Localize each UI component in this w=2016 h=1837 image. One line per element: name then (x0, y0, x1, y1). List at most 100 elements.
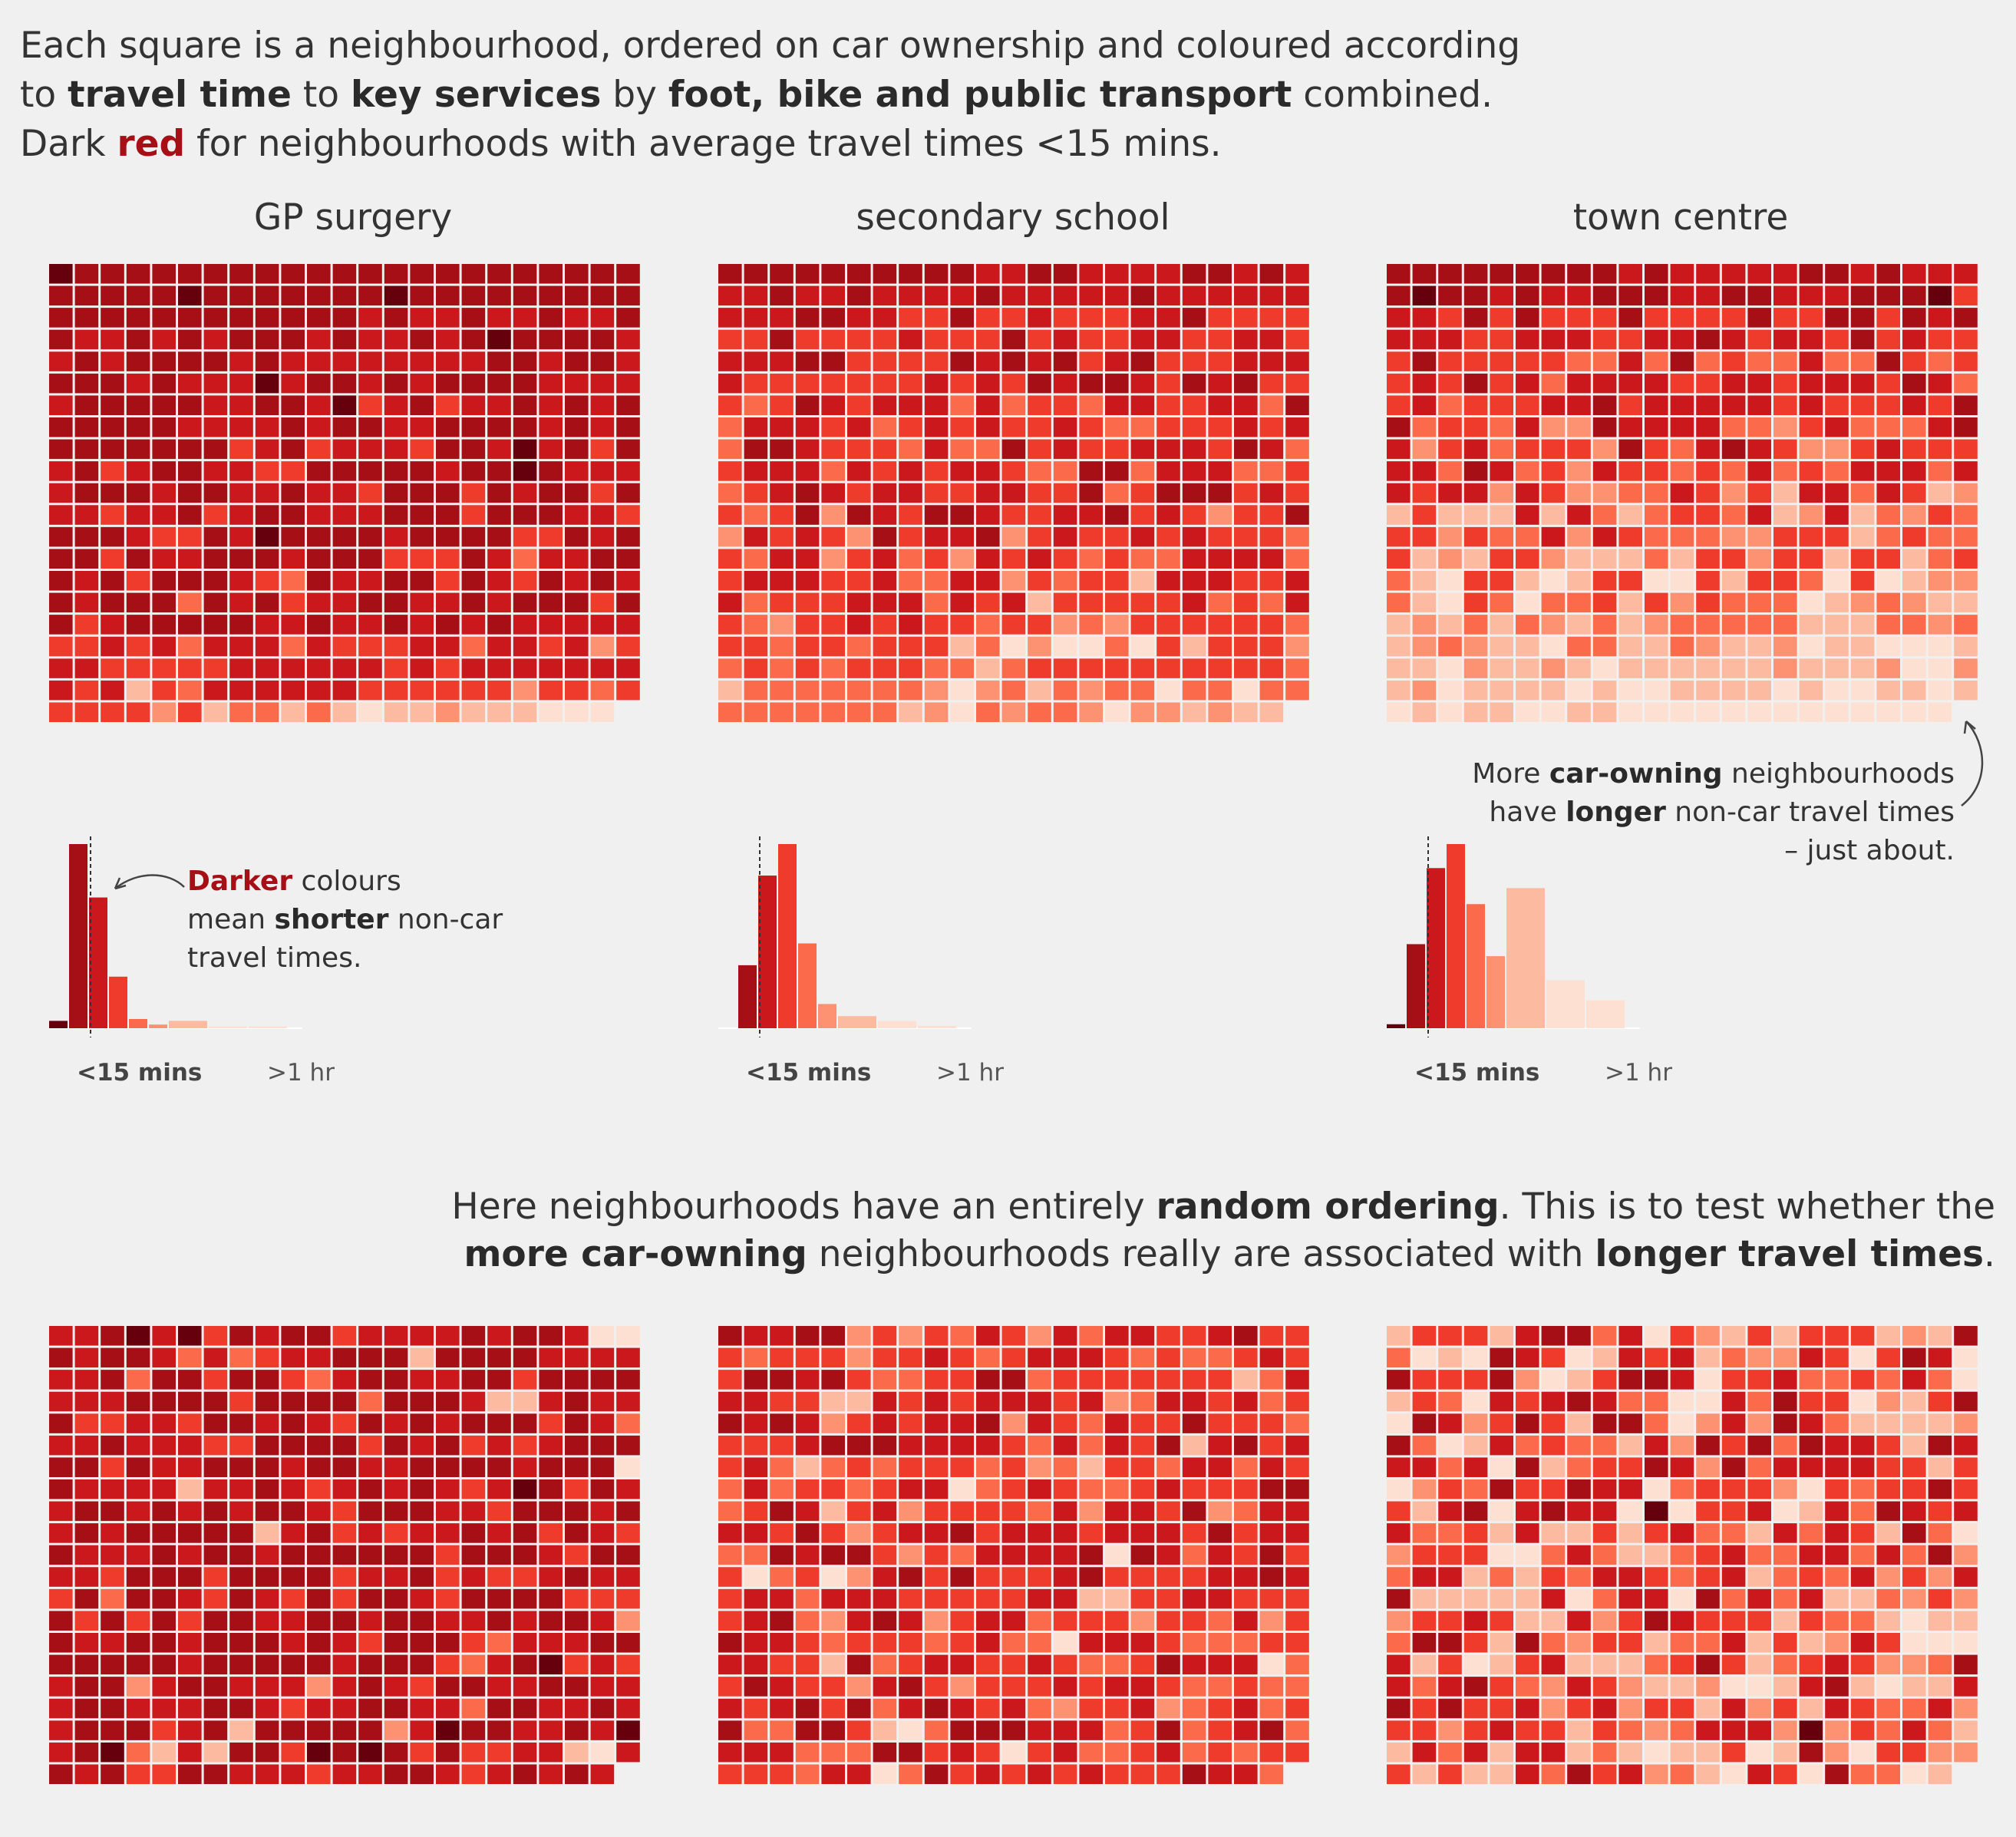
neighbourhood-square (847, 1326, 871, 1346)
neighbourhood-square (1028, 636, 1051, 657)
neighbourhood-square (1670, 1501, 1694, 1522)
neighbourhood-square (436, 1654, 460, 1675)
neighbourhood-square (1696, 526, 1720, 547)
neighbourhood-square (487, 1435, 511, 1456)
neighbourhood-square (358, 702, 382, 722)
neighbourhood-square (1541, 373, 1566, 394)
neighbourhood-square (1208, 1347, 1232, 1368)
neighbourhood-square (718, 1413, 742, 1433)
neighbourhood-square (178, 285, 202, 306)
neighbourhood-square (513, 1742, 537, 1763)
neighbourhood-square (487, 1326, 511, 1346)
neighbourhood-square (1259, 1391, 1284, 1412)
neighbourhood-square (178, 1742, 202, 1763)
neighbourhood-square (1592, 571, 1617, 591)
neighbourhood-square (1079, 417, 1103, 437)
neighbourhood-square (565, 505, 589, 525)
neighbourhood-square (1850, 526, 1875, 547)
neighbourhood-square (1438, 461, 1462, 481)
neighbourhood-square (1412, 1588, 1437, 1609)
neighbourhood-square (1463, 505, 1488, 525)
neighbourhood-square (1592, 373, 1617, 394)
neighbourhood-square (1670, 1654, 1694, 1675)
neighbourhood-square (255, 549, 279, 569)
neighbourhood-square (1387, 1347, 1411, 1368)
neighbourhood-square (976, 680, 1000, 701)
neighbourhood-square (1053, 1413, 1077, 1433)
neighbourhood-square (513, 636, 537, 657)
histogram-bar (1586, 1000, 1625, 1028)
neighbourhood-square (718, 549, 742, 569)
neighbourhood-square (744, 658, 768, 678)
neighbourhood-square (1541, 1326, 1566, 1346)
neighbourhood-square (821, 329, 845, 350)
neighbourhood-square (847, 417, 871, 437)
neighbourhood-square (1954, 1347, 1978, 1368)
neighbourhood-square (1721, 1370, 1746, 1390)
neighbourhood-square (1285, 1370, 1309, 1390)
neighbourhood-square (821, 505, 845, 525)
neighbourhood-square (1954, 1720, 1978, 1740)
neighbourhood-square (539, 439, 563, 460)
neighbourhood-square (49, 1654, 73, 1675)
neighbourhood-square (487, 1588, 511, 1609)
neighbourhood-square (1825, 461, 1849, 481)
neighbourhood-square (616, 461, 640, 481)
neighbourhood-square (1825, 526, 1849, 547)
neighbourhood-square (101, 373, 124, 394)
neighbourhood-square (332, 549, 357, 569)
neighbourhood-square (821, 264, 845, 284)
neighbourhood-square (1234, 1633, 1258, 1653)
neighbourhood-square (1463, 1654, 1488, 1675)
neighbourhood-square (281, 1545, 305, 1565)
histogram-bar (249, 1026, 287, 1028)
neighbourhood-square (539, 680, 563, 701)
neighbourhood-square (1696, 1633, 1720, 1653)
neighbourhood-square (924, 1545, 949, 1565)
neighbourhood-square (539, 1677, 563, 1697)
neighbourhood-square (487, 1764, 511, 1784)
neighbourhood-square (1670, 1611, 1694, 1631)
neighbourhood-square (1825, 264, 1849, 284)
neighbourhood-square (487, 615, 511, 635)
neighbourhood-square (1182, 1347, 1206, 1368)
neighbourhood-square (152, 483, 176, 503)
neighbourhood-square (1954, 615, 1978, 635)
neighbourhood-square (384, 329, 408, 350)
histogram-bar (69, 844, 87, 1028)
neighbourhood-square (847, 285, 871, 306)
neighbourhood-square (1156, 1523, 1180, 1543)
neighbourhood-square (487, 264, 511, 284)
neighbourhood-square (1285, 395, 1309, 415)
neighbourhood-square (1028, 395, 1051, 415)
neighbourhood-square (307, 505, 331, 525)
neighbourhood-square (1876, 1698, 1900, 1719)
neighbourhood-square (126, 680, 150, 701)
neighbourhood-square (539, 1501, 563, 1522)
neighbourhood-square (178, 1347, 202, 1368)
neighbourhood-square (539, 1326, 563, 1346)
neighbourhood-square (1438, 526, 1462, 547)
neighbourhood-square (821, 1588, 845, 1609)
annotation-darker-line-3: travel times. (187, 939, 503, 978)
neighbourhood-square (281, 483, 305, 503)
text-run: non-car travel times (1665, 796, 1955, 828)
neighbourhood-square (410, 1523, 434, 1543)
neighbourhood-square (203, 702, 228, 722)
intro-text: Each square is a neighbourhood, ordered … (20, 21, 1520, 169)
neighbourhood-square (461, 1370, 486, 1390)
neighbourhood-square (1696, 1698, 1720, 1719)
neighbourhood-square (565, 1720, 589, 1740)
neighbourhood-square (1516, 1677, 1539, 1697)
neighbourhood-square (1618, 1479, 1642, 1499)
neighbourhood-square (1234, 1435, 1258, 1456)
neighbourhood-square (307, 1501, 331, 1522)
neighbourhood-square (1825, 1391, 1849, 1412)
neighbourhood-square (513, 1677, 537, 1697)
neighbourhood-square (821, 658, 845, 678)
neighbourhood-square (1618, 1720, 1642, 1740)
neighbourhood-square (795, 373, 820, 394)
neighbourhood-square (358, 526, 382, 547)
neighbourhood-square (178, 636, 202, 657)
neighbourhood-square (847, 592, 871, 613)
